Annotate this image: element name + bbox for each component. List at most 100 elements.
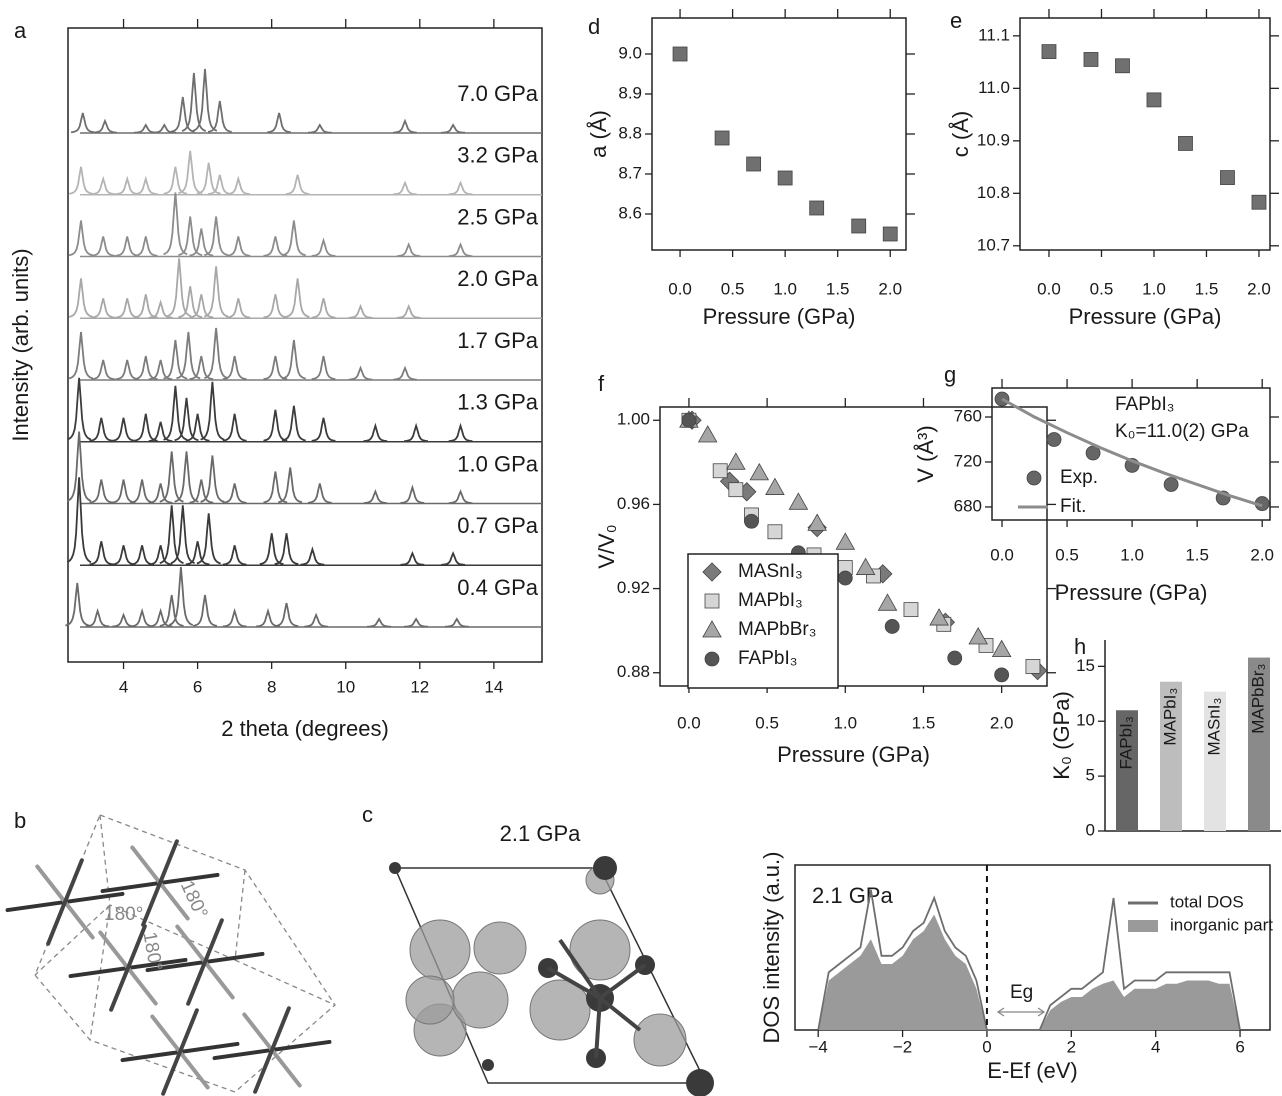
charge-density bbox=[406, 976, 454, 1024]
peak bbox=[130, 545, 154, 564]
legend-label: inorganic part bbox=[1170, 915, 1273, 934]
charge-density bbox=[410, 920, 470, 980]
peak bbox=[115, 360, 139, 379]
peak bbox=[65, 583, 89, 626]
peak bbox=[312, 356, 336, 379]
y-axis-title: c (Å) bbox=[948, 111, 973, 157]
x-axis-title: 2 theta (degrees) bbox=[221, 716, 389, 741]
marker bbox=[904, 603, 918, 617]
x-tick-label: 1.5 bbox=[826, 279, 850, 298]
marker bbox=[1164, 477, 1178, 491]
marker bbox=[766, 478, 784, 494]
x-tick-label: 0.0 bbox=[668, 279, 692, 298]
panel-letter: c bbox=[362, 802, 373, 827]
peak bbox=[201, 382, 225, 440]
marker bbox=[857, 558, 875, 574]
x-axis-title: Pressure (GPa) bbox=[703, 304, 856, 329]
peak bbox=[71, 113, 95, 132]
peak bbox=[223, 356, 247, 379]
x-tick-label: 0.5 bbox=[755, 713, 779, 732]
peak bbox=[90, 480, 114, 503]
peak bbox=[69, 278, 93, 317]
peak bbox=[69, 221, 93, 256]
atom bbox=[482, 1059, 494, 1071]
x-tick-label: 0.5 bbox=[1055, 545, 1079, 564]
marker bbox=[810, 201, 824, 215]
marker bbox=[768, 525, 782, 539]
x-tick-label: 1.5 bbox=[1195, 279, 1219, 298]
peak bbox=[115, 298, 139, 317]
peak bbox=[223, 414, 247, 441]
legend-label: MASnI₃ bbox=[738, 561, 803, 582]
peak bbox=[275, 533, 299, 564]
atom bbox=[593, 856, 617, 880]
angle-label: 180° bbox=[104, 904, 143, 925]
peak bbox=[364, 492, 388, 504]
marker bbox=[1026, 659, 1040, 673]
annotation: 2.1 GPa bbox=[812, 883, 893, 908]
marker bbox=[836, 533, 854, 549]
x-tick-label: 2 bbox=[1067, 1037, 1076, 1056]
x-tick-label: 0 bbox=[982, 1037, 991, 1056]
marker bbox=[705, 594, 719, 608]
peak bbox=[90, 541, 114, 564]
trace-label: 0.4 GPa bbox=[457, 575, 538, 600]
charge-density bbox=[452, 972, 508, 1028]
annotation: Eg bbox=[1010, 982, 1033, 1003]
x-tick-label: −4 bbox=[809, 1037, 828, 1056]
y-tick-label: 11.1 bbox=[978, 25, 1010, 44]
x-tick-label: 0.0 bbox=[990, 545, 1014, 564]
peak bbox=[69, 167, 93, 194]
peak bbox=[193, 595, 217, 626]
unit-cell-edge bbox=[35, 815, 110, 975]
peak bbox=[312, 241, 336, 257]
x-tick-label: 1.0 bbox=[833, 713, 857, 732]
x-tick-label: 2.0 bbox=[1247, 279, 1271, 298]
panel-letter: g bbox=[944, 362, 956, 387]
marker bbox=[789, 493, 807, 509]
legend-swatch bbox=[1128, 920, 1158, 932]
x-tick-label: 0.5 bbox=[721, 279, 745, 298]
marker bbox=[1220, 171, 1234, 185]
marker bbox=[705, 652, 719, 666]
charge-density bbox=[474, 922, 526, 974]
peak bbox=[223, 484, 247, 503]
x-tick-label: −2 bbox=[893, 1037, 912, 1056]
peak bbox=[393, 183, 417, 195]
x-tick-label: 1.0 bbox=[773, 279, 797, 298]
peak bbox=[393, 368, 417, 380]
panel-letter: d bbox=[588, 14, 600, 39]
page: { "chart_data": [ { "type": "spectra", "… bbox=[0, 0, 1282, 1096]
annotation: K₀=11.0(2) GPa bbox=[1115, 421, 1249, 442]
marker bbox=[878, 594, 896, 610]
octahedra bbox=[8, 841, 330, 1093]
marker bbox=[778, 171, 792, 185]
peak bbox=[264, 356, 288, 379]
peak bbox=[112, 480, 136, 503]
peak bbox=[91, 179, 115, 194]
peak bbox=[90, 418, 114, 441]
legend-label: Fit. bbox=[1060, 496, 1086, 517]
peak bbox=[112, 545, 136, 564]
marker bbox=[715, 131, 729, 145]
marker bbox=[1042, 45, 1056, 59]
marker bbox=[948, 651, 962, 665]
peak bbox=[364, 426, 388, 441]
peak bbox=[278, 468, 302, 503]
peak bbox=[264, 294, 288, 317]
y-tick-label: 8.6 bbox=[618, 203, 642, 222]
y-tick-label: 10.9 bbox=[977, 130, 1010, 149]
peak bbox=[204, 217, 228, 256]
y-tick-label: 760 bbox=[954, 406, 982, 425]
peak bbox=[130, 611, 154, 627]
peak bbox=[204, 266, 228, 316]
peak bbox=[312, 418, 336, 441]
x-tick-label: 10 bbox=[336, 677, 355, 696]
bar-label: MAPbI₃ bbox=[1160, 688, 1179, 746]
bar-label: FAPbI₃ bbox=[1116, 716, 1135, 769]
peak bbox=[404, 619, 428, 627]
peak bbox=[282, 340, 306, 379]
x-tick-label: 1.0 bbox=[1120, 545, 1144, 564]
y-tick-label: 10 bbox=[1076, 711, 1095, 730]
marker bbox=[1047, 432, 1061, 446]
